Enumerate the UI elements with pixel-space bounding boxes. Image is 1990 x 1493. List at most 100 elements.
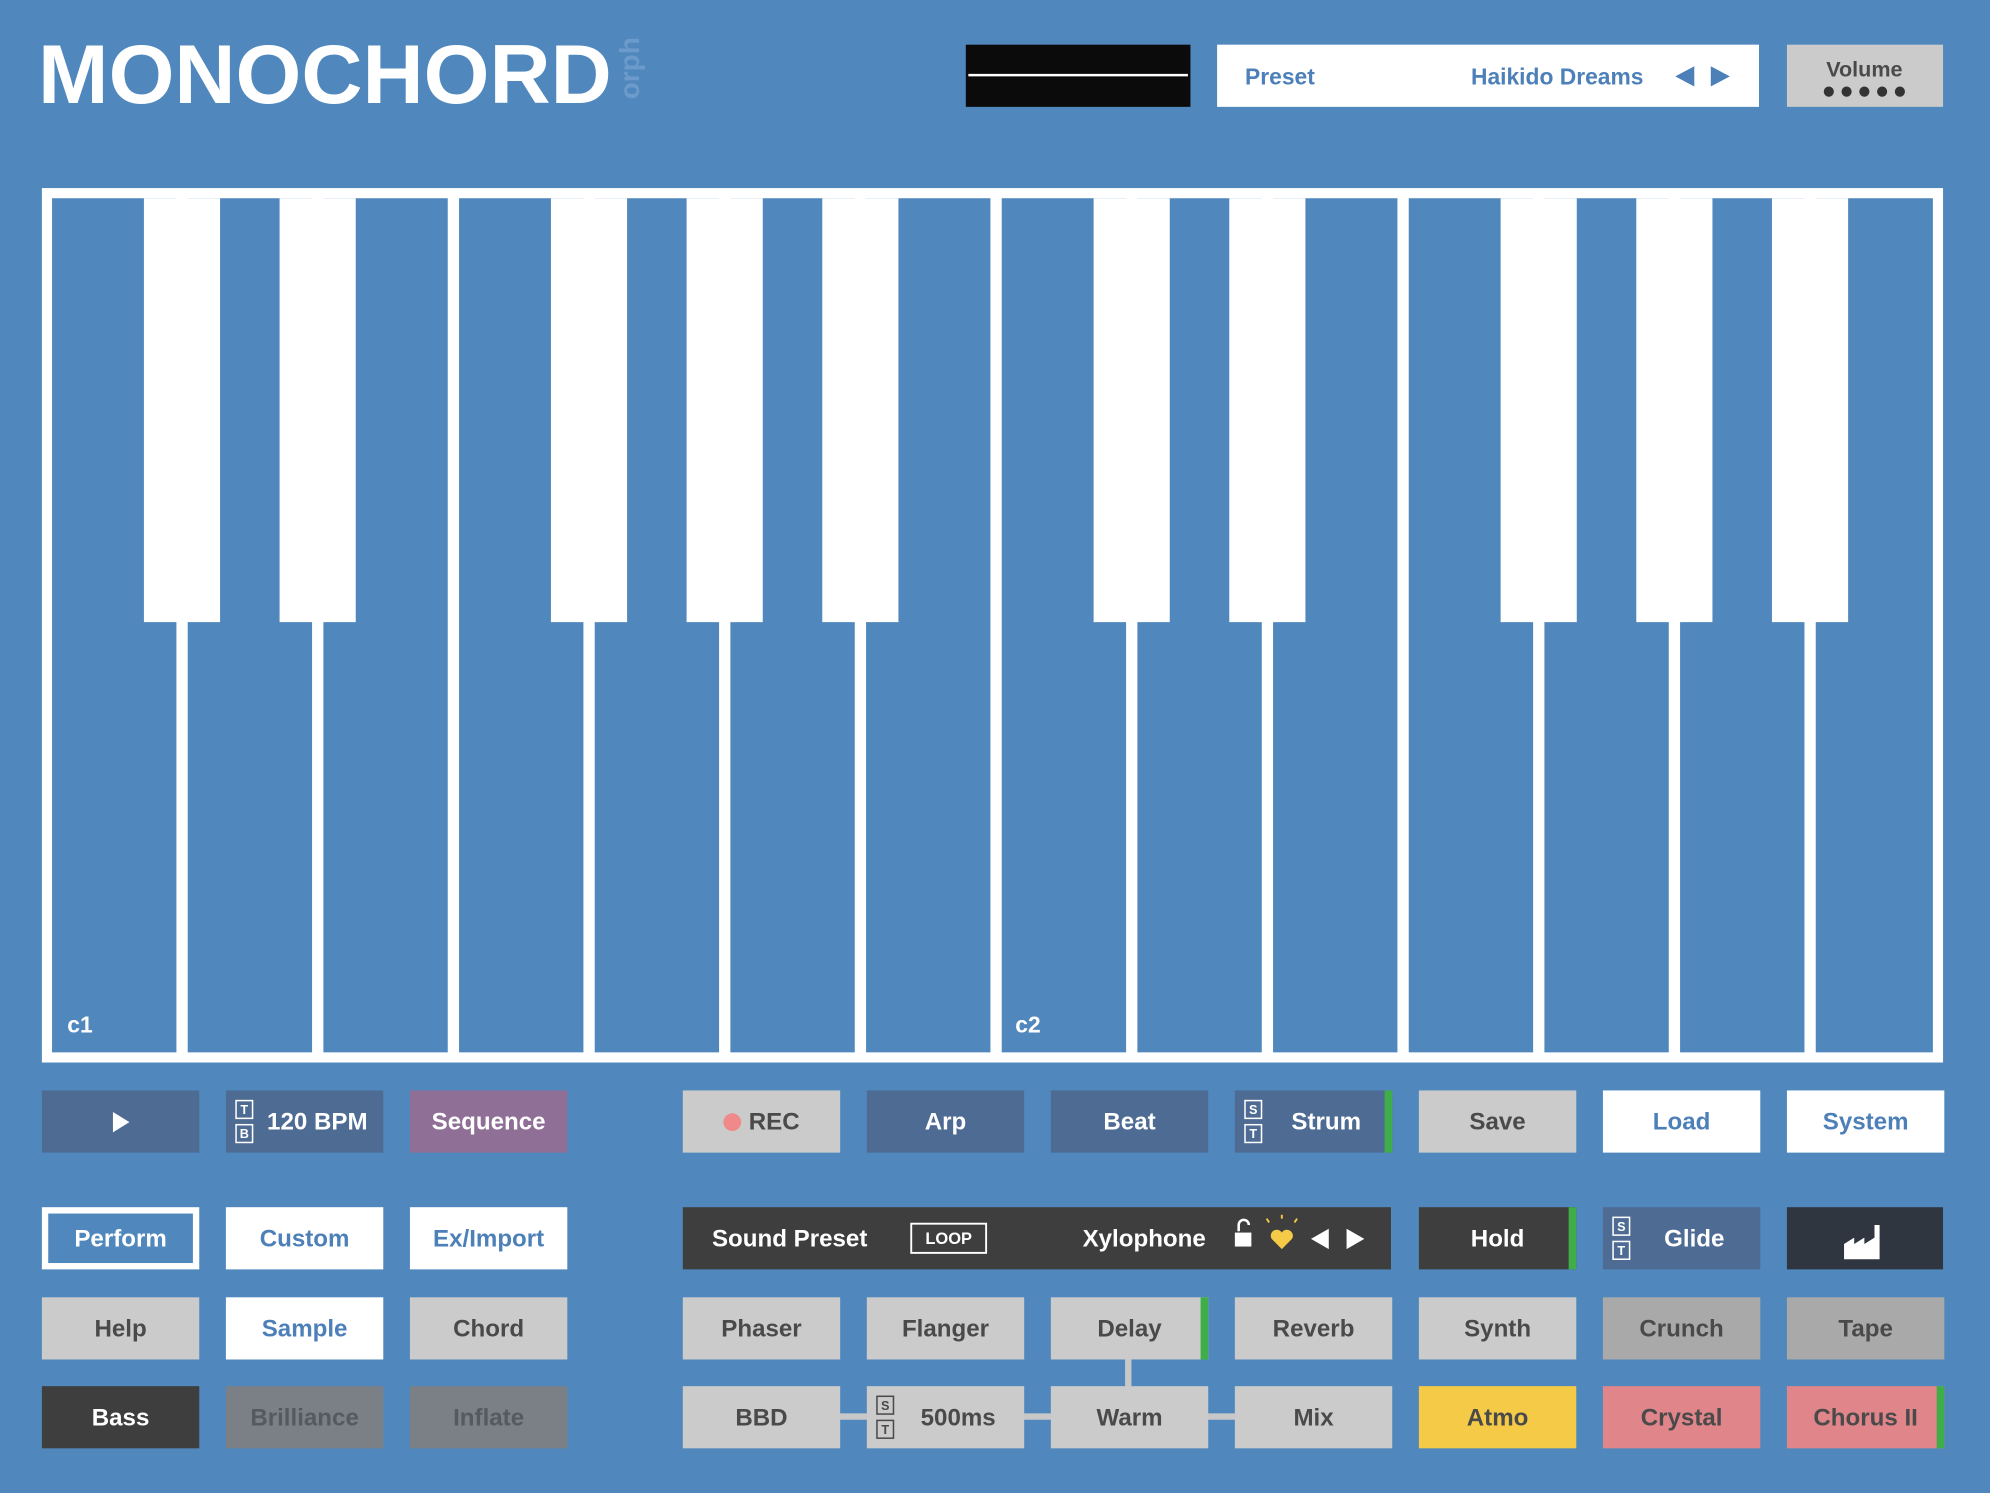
button[interactable] bbox=[225, 1386, 384, 1449]
switch-box bbox=[1612, 1240, 1631, 1260]
ray bbox=[1293, 1218, 1298, 1223]
black-key[interactable] bbox=[1500, 198, 1577, 623]
button-label: Inflate bbox=[453, 1404, 524, 1431]
button[interactable] bbox=[1602, 1297, 1761, 1360]
black-key[interactable] bbox=[1636, 198, 1713, 623]
switch-letter: T bbox=[1617, 1244, 1625, 1258]
button-label: Synth bbox=[1464, 1316, 1531, 1343]
lock-icon[interactable] bbox=[1234, 1218, 1252, 1247]
button[interactable] bbox=[1418, 1297, 1577, 1360]
button[interactable] bbox=[1050, 1090, 1209, 1153]
black-key[interactable] bbox=[1771, 198, 1849, 623]
button-label: Beat bbox=[1103, 1109, 1155, 1136]
keyboard bbox=[52, 198, 1933, 1053]
button[interactable] bbox=[866, 1090, 1025, 1153]
button-label: Delay bbox=[1097, 1316, 1162, 1343]
button[interactable] bbox=[1418, 1386, 1577, 1449]
button-label: Chorus II bbox=[1813, 1404, 1917, 1431]
sound-next[interactable] bbox=[1346, 1228, 1365, 1250]
switch-box bbox=[1244, 1123, 1263, 1144]
button-label: Hold bbox=[1471, 1225, 1525, 1252]
button[interactable] bbox=[682, 1297, 841, 1360]
switch-box bbox=[1612, 1216, 1631, 1236]
switch-letter: S bbox=[1249, 1103, 1257, 1117]
button-label: Phaser bbox=[721, 1316, 802, 1343]
button[interactable] bbox=[866, 1297, 1025, 1360]
black-key[interactable] bbox=[143, 198, 221, 623]
button[interactable] bbox=[1786, 1090, 1945, 1153]
ray bbox=[1265, 1218, 1270, 1223]
black-key[interactable] bbox=[686, 198, 763, 623]
button-label: BBD bbox=[735, 1404, 787, 1431]
button-label: Tape bbox=[1838, 1316, 1892, 1343]
play-icon bbox=[112, 1112, 130, 1133]
sound-prev[interactable] bbox=[1311, 1228, 1329, 1250]
preset-label: Preset bbox=[1245, 63, 1315, 89]
button-label: Help bbox=[94, 1316, 146, 1343]
button[interactable] bbox=[1418, 1090, 1577, 1153]
active-indicator bbox=[1936, 1386, 1945, 1449]
favorite-icon[interactable] bbox=[1270, 1229, 1293, 1250]
switch-letter: T bbox=[1249, 1127, 1257, 1141]
button[interactable] bbox=[409, 1090, 568, 1153]
button[interactable] bbox=[1602, 1090, 1761, 1153]
button-label: Arp bbox=[925, 1109, 967, 1136]
button[interactable] bbox=[409, 1386, 568, 1449]
black-key[interactable] bbox=[1093, 198, 1170, 623]
loop-tag-text: LOOP bbox=[925, 1230, 972, 1248]
button[interactable] bbox=[1786, 1297, 1945, 1360]
button-label: Load bbox=[1653, 1109, 1711, 1136]
loop-tag[interactable] bbox=[910, 1222, 988, 1254]
factory-button[interactable] bbox=[1786, 1207, 1944, 1270]
switch-letter: T bbox=[881, 1423, 889, 1437]
button[interactable] bbox=[225, 1207, 384, 1270]
app-title: MONOCHORD bbox=[38, 27, 612, 121]
lock-shackle bbox=[1237, 1218, 1251, 1232]
button[interactable] bbox=[1234, 1297, 1393, 1360]
button[interactable] bbox=[409, 1297, 568, 1360]
preset-prev[interactable] bbox=[1675, 66, 1695, 87]
button[interactable] bbox=[409, 1207, 568, 1270]
volume-dot bbox=[1859, 86, 1870, 97]
black-key[interactable] bbox=[550, 198, 628, 623]
button-inner bbox=[48, 1213, 193, 1264]
button[interactable] bbox=[1234, 1386, 1393, 1449]
button[interactable] bbox=[1602, 1386, 1761, 1449]
octave-label: c2 bbox=[1015, 1011, 1040, 1037]
button-label: Mix bbox=[1293, 1404, 1334, 1431]
button[interactable] bbox=[1050, 1386, 1209, 1449]
preset-selector[interactable] bbox=[1217, 44, 1760, 107]
lock-body bbox=[1234, 1232, 1252, 1247]
button[interactable] bbox=[225, 1297, 384, 1360]
black-key[interactable] bbox=[279, 198, 356, 623]
black-key[interactable] bbox=[822, 198, 899, 623]
button-label: System bbox=[1823, 1109, 1909, 1136]
switch-box bbox=[235, 1099, 254, 1120]
button-label: Sequence bbox=[432, 1109, 546, 1136]
volume-dot bbox=[1823, 86, 1834, 97]
button-label: Brilliance bbox=[250, 1404, 359, 1431]
button[interactable] bbox=[1786, 1386, 1945, 1449]
black-key[interactable] bbox=[1229, 198, 1306, 623]
active-indicator bbox=[1384, 1090, 1393, 1153]
button[interactable] bbox=[682, 1090, 841, 1153]
button[interactable] bbox=[41, 1386, 200, 1449]
switch-letter: S bbox=[1617, 1220, 1625, 1234]
button-label: Sample bbox=[262, 1316, 348, 1343]
button[interactable] bbox=[1050, 1297, 1209, 1360]
button-label: Flanger bbox=[902, 1316, 990, 1343]
button[interactable] bbox=[682, 1386, 841, 1449]
button[interactable] bbox=[1418, 1207, 1577, 1270]
button-label: Chord bbox=[453, 1316, 524, 1343]
switch-box bbox=[876, 1419, 895, 1439]
preset-next[interactable] bbox=[1710, 66, 1730, 87]
volume-label: Volume bbox=[1826, 56, 1902, 81]
button-label: Perform bbox=[74, 1225, 166, 1252]
sound-preset-label: Sound Preset bbox=[712, 1225, 867, 1252]
button-label: Save bbox=[1469, 1109, 1525, 1136]
button[interactable] bbox=[41, 1297, 200, 1360]
active-indicator bbox=[1568, 1207, 1577, 1270]
button-label: Glide bbox=[1664, 1225, 1724, 1252]
switch-box bbox=[876, 1395, 895, 1415]
